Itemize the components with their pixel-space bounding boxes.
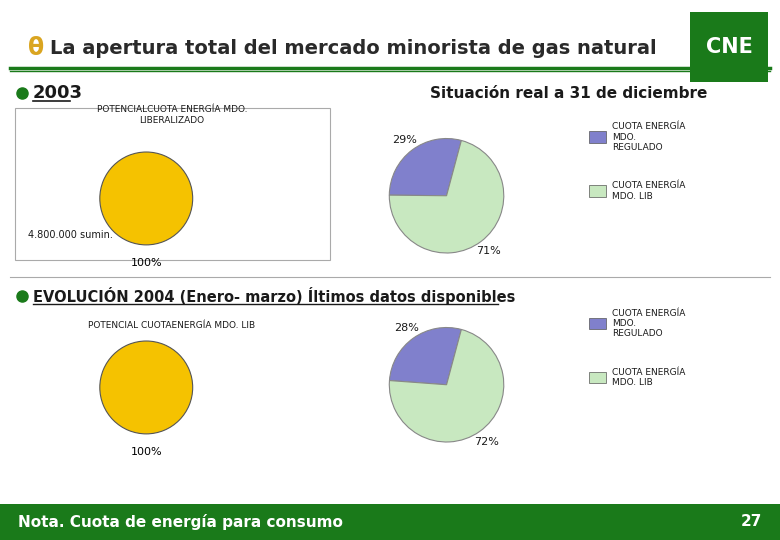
Text: 100%: 100%: [130, 447, 162, 456]
Wedge shape: [100, 152, 193, 245]
Text: CUOTA ENERGÍA
MDO.
REGULADO: CUOTA ENERGÍA MDO. REGULADO: [612, 308, 686, 339]
Bar: [690, 12, 768, 82]
Text: 72%: 72%: [474, 437, 499, 447]
Text: POTENCIAL CUOTAENERGÍA MDO. LIB: POTENCIAL CUOTAENERGÍA MDO. LIB: [88, 321, 256, 329]
Text: EVOLUCIÓN 2004 (Enero- marzo) Íltimos datos disponibles: EVOLUCIÓN 2004 (Enero- marzo) Íltimos da…: [33, 287, 516, 305]
Text: CUOTA ENERGÍA
MDO.
REGULADO: CUOTA ENERGÍA MDO. REGULADO: [612, 122, 686, 152]
Text: 29%: 29%: [392, 135, 417, 145]
Text: CUOTA ENERGÍA
MDO. LIB: CUOTA ENERGÍA MDO. LIB: [612, 181, 686, 201]
Bar: [0, 504, 780, 540]
Text: CNE: CNE: [706, 37, 753, 57]
Wedge shape: [389, 328, 461, 384]
Text: La apertura total del mercado minorista de gas natural: La apertura total del mercado minorista …: [50, 38, 657, 57]
Wedge shape: [100, 341, 193, 434]
Text: 71%: 71%: [477, 246, 501, 256]
Text: POTENCIALCUOTA ENERGÍA MDO.
LIBERALIZADO: POTENCIALCUOTA ENERGÍA MDO. LIBERALIZADO: [97, 105, 247, 125]
Text: 27: 27: [741, 515, 762, 530]
Text: Nota. Cuota de energía para consumo: Nota. Cuota de energía para consumo: [18, 514, 343, 530]
Wedge shape: [389, 139, 461, 195]
Bar: [15, 108, 330, 260]
Wedge shape: [389, 329, 504, 442]
Text: θ: θ: [28, 36, 44, 60]
Text: CUOTA ENERGÍA
MDO. LIB: CUOTA ENERGÍA MDO. LIB: [612, 368, 686, 387]
Text: Situación real a 31 de diciembre: Situación real a 31 de diciembre: [430, 85, 707, 100]
Text: 28%: 28%: [394, 323, 419, 333]
Text: 4.800.000 sumin.: 4.800.000 sumin.: [28, 230, 113, 240]
Wedge shape: [389, 140, 504, 253]
Text: 2003: 2003: [33, 84, 83, 102]
Text: 100%: 100%: [130, 258, 162, 267]
